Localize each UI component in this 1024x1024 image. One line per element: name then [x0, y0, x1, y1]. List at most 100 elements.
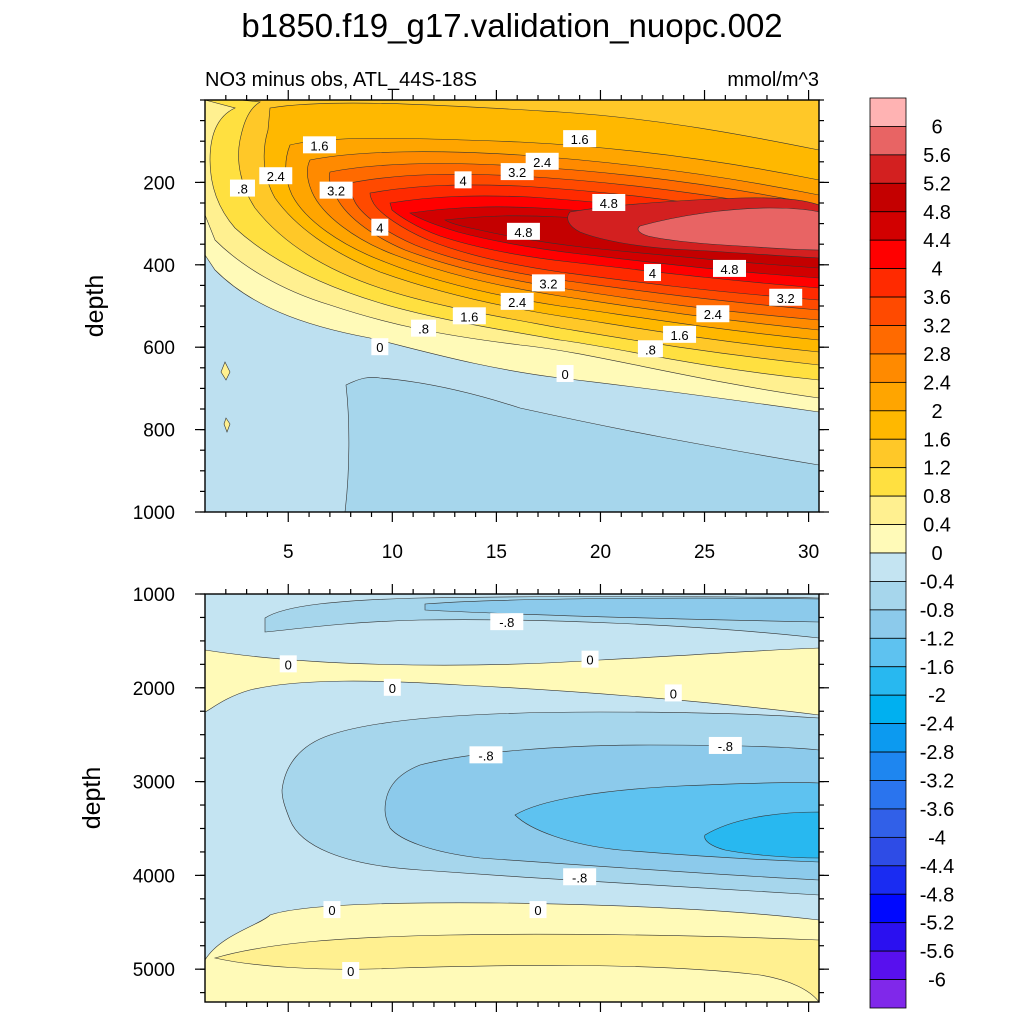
upper-contour-label-bg-20 — [371, 338, 389, 356]
upper-contour-label-bg-3 — [259, 167, 293, 185]
colorbar-label--6: -6 — [928, 970, 946, 992]
panel-subtitle: NO3 minus obs, ATL_44S-18S — [205, 69, 477, 91]
colorbar-label-5.6: 5.6 — [923, 145, 951, 167]
upper-ticks — [195, 90, 829, 522]
upper-contour-label-text-16: 1.6 — [460, 309, 478, 324]
upper-contour-label-text-8: 4.8 — [600, 196, 618, 211]
colorbar-swatch-2 — [869, 154, 907, 184]
lower-panel: 1000 2000 3000 4000 5000 -.8 0 0 0 0 -.8 -.8 -.8 0 0 0… — [78, 584, 829, 1012]
lower-contour-label-bg-9 — [529, 901, 547, 919]
colorbar-label-4: 4 — [931, 259, 942, 281]
lower-contour-label-3: 0 — [383, 678, 401, 696]
lower-contour-label-7: -.8 — [563, 868, 597, 886]
colorbar-swatch-8 — [869, 325, 907, 355]
colorbar-swatch-29 — [869, 922, 907, 952]
band-u-m04 — [344, 376, 819, 512]
upper-contour-label-bg-1 — [563, 130, 597, 148]
colorbar-label--0.8: -0.8 — [920, 600, 954, 622]
colorbar-swatch-28 — [869, 893, 907, 924]
upper-contour-label-bg-17 — [696, 305, 730, 323]
lower-tick-labels: 1000 2000 3000 4000 5000 — [133, 585, 175, 981]
upper-contour-label-bg-12 — [643, 264, 661, 282]
upper-contour-label-text-4: 3.2 — [508, 165, 526, 180]
upper-ytick-label-400: 400 — [143, 256, 175, 277]
upper-contour-label-9: 4 — [371, 218, 389, 236]
upper-contour-label-bg-8 — [592, 194, 626, 211]
lower-contour-label-bg-3 — [383, 678, 401, 696]
upper-contour-label-text-3: 2.4 — [267, 169, 285, 184]
lower-contour-label-bg-0 — [490, 613, 524, 631]
colorbar-label--5.2: -5.2 — [920, 913, 954, 935]
upper-contour-label-bg-15 — [500, 292, 534, 310]
upper-contour-label-13: 3.2 — [531, 274, 565, 292]
upper-contour-label-text-21: .8 — [645, 342, 656, 357]
upper-ytick-label-200: 200 — [143, 173, 175, 194]
lower-ytick-label-2000: 2000 — [133, 679, 175, 700]
lower-ytick-label-1000: 1000 — [133, 585, 175, 606]
colorbar-label-4.8: 4.8 — [923, 202, 951, 224]
colorbar-swatch-14 — [869, 495, 907, 525]
upper-contour-label-text-11: 4.8 — [720, 262, 738, 277]
lower-contour-label-text-10: 0 — [347, 964, 354, 979]
upper-contour-label-text-13: 3.2 — [539, 276, 557, 291]
upper-contour-label-19: 1.6 — [663, 325, 697, 343]
upper-contour-label-10: 4.8 — [506, 222, 540, 240]
colorbar-label--2.4: -2.4 — [920, 714, 954, 736]
upper-contour-label-text-22: 0 — [561, 367, 568, 382]
band-l-m08-top — [424, 597, 819, 623]
lower-contour-label-4: 0 — [664, 684, 682, 702]
band-u-p56 — [637, 207, 819, 251]
colorbar — [869, 97, 907, 1009]
upper-contour-label-text-0: 1.6 — [310, 138, 328, 153]
colorbar-label-6: 6 — [931, 116, 942, 138]
upper-contour-label-text-6: 3.2 — [327, 184, 345, 199]
colorbar-label-2: 2 — [931, 401, 942, 423]
colorbar-label--2.8: -2.8 — [920, 742, 954, 764]
colorbar-swatch-17 — [869, 581, 907, 611]
upper-contour-label-bg-22 — [556, 364, 574, 382]
colorbar-label-4.4: 4.4 — [923, 230, 951, 252]
upper-contour-label-14: 3.2 — [769, 288, 803, 306]
lower-contour-label-text-7: -.8 — [572, 870, 587, 885]
colorbar-label--4.4: -4.4 — [920, 856, 954, 878]
upper-contour-label-text-5: 4 — [459, 173, 466, 188]
lower-contour-label-bg-5 — [469, 746, 503, 764]
colorbar-swatch-15 — [869, 524, 907, 554]
colorbar-swatch-3 — [869, 182, 907, 213]
lower-ticks — [195, 584, 829, 1012]
upper-contour-label-20: 0 — [371, 338, 389, 356]
colorbar-swatch-4 — [869, 211, 907, 241]
upper-contour-label-18: .8 — [411, 319, 437, 337]
upper-contour-label-bg-4 — [500, 163, 534, 181]
upper-xtick-label-25: 25 — [694, 542, 715, 563]
figure-title: b1850.f19_g17.validation_nuopc.002 — [241, 7, 782, 44]
upper-contour-label-bg-18 — [411, 319, 437, 337]
upper-contour-label-22: 0 — [556, 364, 574, 382]
colorbar-swatch-1 — [869, 126, 907, 156]
upper-contour-label-bg-11 — [713, 259, 747, 277]
colorbar-swatch-16 — [869, 552, 907, 582]
band-l-p00-inner — [213, 933, 819, 1002]
lower-contour-label-8: 0 — [323, 901, 341, 919]
upper-contour-label-bg-10 — [506, 222, 540, 240]
upper-contour-label-15: 2.4 — [500, 292, 534, 310]
lower-contour-label-1: 0 — [279, 655, 297, 673]
lower-contour-label-9: 0 — [529, 901, 547, 919]
lower-contour-label-text-1: 0 — [285, 657, 292, 672]
lower-contour-label-text-5: -.8 — [478, 748, 493, 763]
upper-xtick-label-20: 20 — [590, 542, 611, 563]
upper-contour-label-12: 4 — [643, 264, 661, 282]
colorbar-label--1.2: -1.2 — [920, 628, 954, 650]
lower-contour-label-bg-4 — [664, 684, 682, 702]
lower-contour-label-bg-7 — [563, 868, 597, 886]
lower-contour-label-2: 0 — [581, 650, 599, 668]
colorbar-swatch-30 — [869, 950, 907, 980]
upper-contour-label-text-2: 2.4 — [533, 155, 551, 170]
lower-contour-label-text-2: 0 — [586, 653, 593, 668]
upper-contour-label-text-17: 2.4 — [704, 307, 722, 322]
upper-contour-label-16: 1.6 — [452, 307, 486, 325]
lower-contour-label-6: -.8 — [708, 736, 742, 754]
upper-contour-labels: 1.6 1.6 2.4 2.4 3.2 4 3.2 .8 4.8 4 4.8 4.8 4 3.2 3.2 2.… — [229, 130, 803, 382]
upper-contour-label-3: 2.4 — [259, 167, 293, 185]
